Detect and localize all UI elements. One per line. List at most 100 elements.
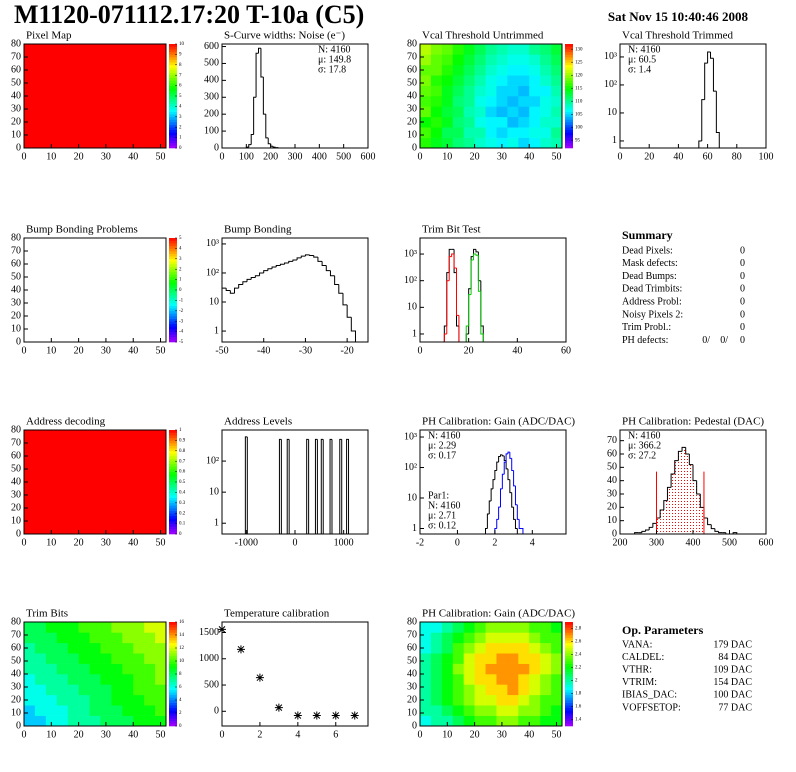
heatmap-cell [441,96,454,107]
heatmap-cell [540,106,552,118]
heatmap-cell [540,684,552,696]
y-tick-label: 60 [11,642,21,653]
y-tick-label: 1000 [199,653,219,664]
heatmap-cell [430,715,443,727]
param-value: 154 DAC [713,677,752,688]
heatmap-cell [89,684,101,696]
colorbar-strip [169,62,177,66]
colorbar-strip [565,124,573,128]
hist-bin [250,133,254,145]
heatmap-cell [89,705,101,716]
colorbar-strip [169,253,177,257]
colorbar-strip [565,137,573,141]
heatmap-cell [430,54,443,66]
y-tick-label: 70 [407,51,417,62]
colorbar-strip [565,658,573,662]
colorbar-strip [565,93,573,97]
summary-value: 0 [740,245,745,256]
colorbar-strip [565,101,573,105]
colorbar-strip [169,484,177,488]
heatmap-cell [452,106,464,118]
heatmap-cell [100,653,112,664]
heatmap-cell [24,715,36,727]
colorbar-strip [169,124,177,128]
colorbar-label: 1.4 [575,718,582,723]
heatmap-cell [430,137,443,149]
colorbar-strip [565,129,573,133]
x-tick-label: 20 [74,345,84,356]
heatmap-cell [529,96,541,107]
page-title: M1120-071112.17:20 T-10a (C5) [14,0,364,29]
y-tick-label: 20 [11,116,21,127]
colorbar-label: 130 [575,47,583,52]
x-tick-label: 0 [418,151,423,162]
heatmap-cell [67,653,79,664]
heatmap-cell [518,622,530,633]
heatmap-cell [441,54,454,66]
heatmap-cell [529,642,541,654]
colorbar-strip [169,70,177,73]
heatmap-cell [496,85,508,97]
param-value: 109 DAC [713,664,752,675]
colorbar-label: 4 [179,105,182,110]
heatmap-cell [34,684,47,696]
colorbar-label: 2.6 [575,640,582,645]
hist-bin [645,529,650,532]
heatmap-cell [452,622,464,633]
hist-bin [317,257,323,262]
heatmap-cell [441,653,454,664]
colorbar-label: 8 [179,672,182,677]
heatmap-cell [518,663,530,675]
x-tick-label: 80 [732,151,742,162]
colorbar-label: 125 [575,60,583,65]
frame [419,237,567,343]
x-tick-label: 200 [613,537,628,548]
colorbar-label: 0 [179,288,182,293]
heatmap-cell [518,54,530,66]
y-tick-label: 20 [407,116,417,127]
y-tick-label: 30 [11,103,21,114]
heatmap-cell [430,663,443,675]
heatmap-cell [507,116,519,128]
heatmap-cell [420,705,432,716]
colorbar-strip [169,437,177,441]
heatmap-cell [420,684,432,696]
colorbar-strip [169,269,177,273]
heatmap-cell [529,116,541,128]
heatmap-cell [34,694,47,706]
hist-bin [446,280,450,334]
heatmap-cell [100,684,112,696]
colorbar-strip [169,96,177,99]
x-tick-label: 0 [220,729,225,740]
heatmap-cell [133,642,145,654]
x-tick-label: 0 [455,537,460,548]
x-tick-label: -20 [340,345,353,356]
heatmap-cell [155,694,167,706]
heatmap-cell [430,127,443,138]
colorbar-strip [565,694,573,698]
hist-bin [513,507,516,520]
hist-bin [339,438,342,534]
heatmap-cell [485,116,497,128]
y-tick-label: 1 [412,523,417,534]
heatmap-cell [529,127,541,138]
heatmap-cell [122,653,134,664]
star-marker [293,711,302,720]
heatmap-cell [78,705,90,716]
hist-bin [350,317,356,342]
heatmap-cell [430,96,443,107]
param-value: 84 DAC [718,652,752,663]
heatmap-cell [518,106,530,118]
hist-bin [501,473,505,489]
heatmap-cell [529,137,541,149]
colorbar-strip [565,49,573,53]
hist-bin [692,464,697,482]
x-tick-label: 400 [312,151,327,162]
colorbar-strip [169,531,177,535]
x-tick-label: 300 [288,151,303,162]
colorbar-strip [169,290,177,293]
heatmap-cell [441,632,454,644]
hist-bin [475,254,479,256]
hist-bin [309,254,314,256]
colorbar-label: 0 [179,146,182,151]
